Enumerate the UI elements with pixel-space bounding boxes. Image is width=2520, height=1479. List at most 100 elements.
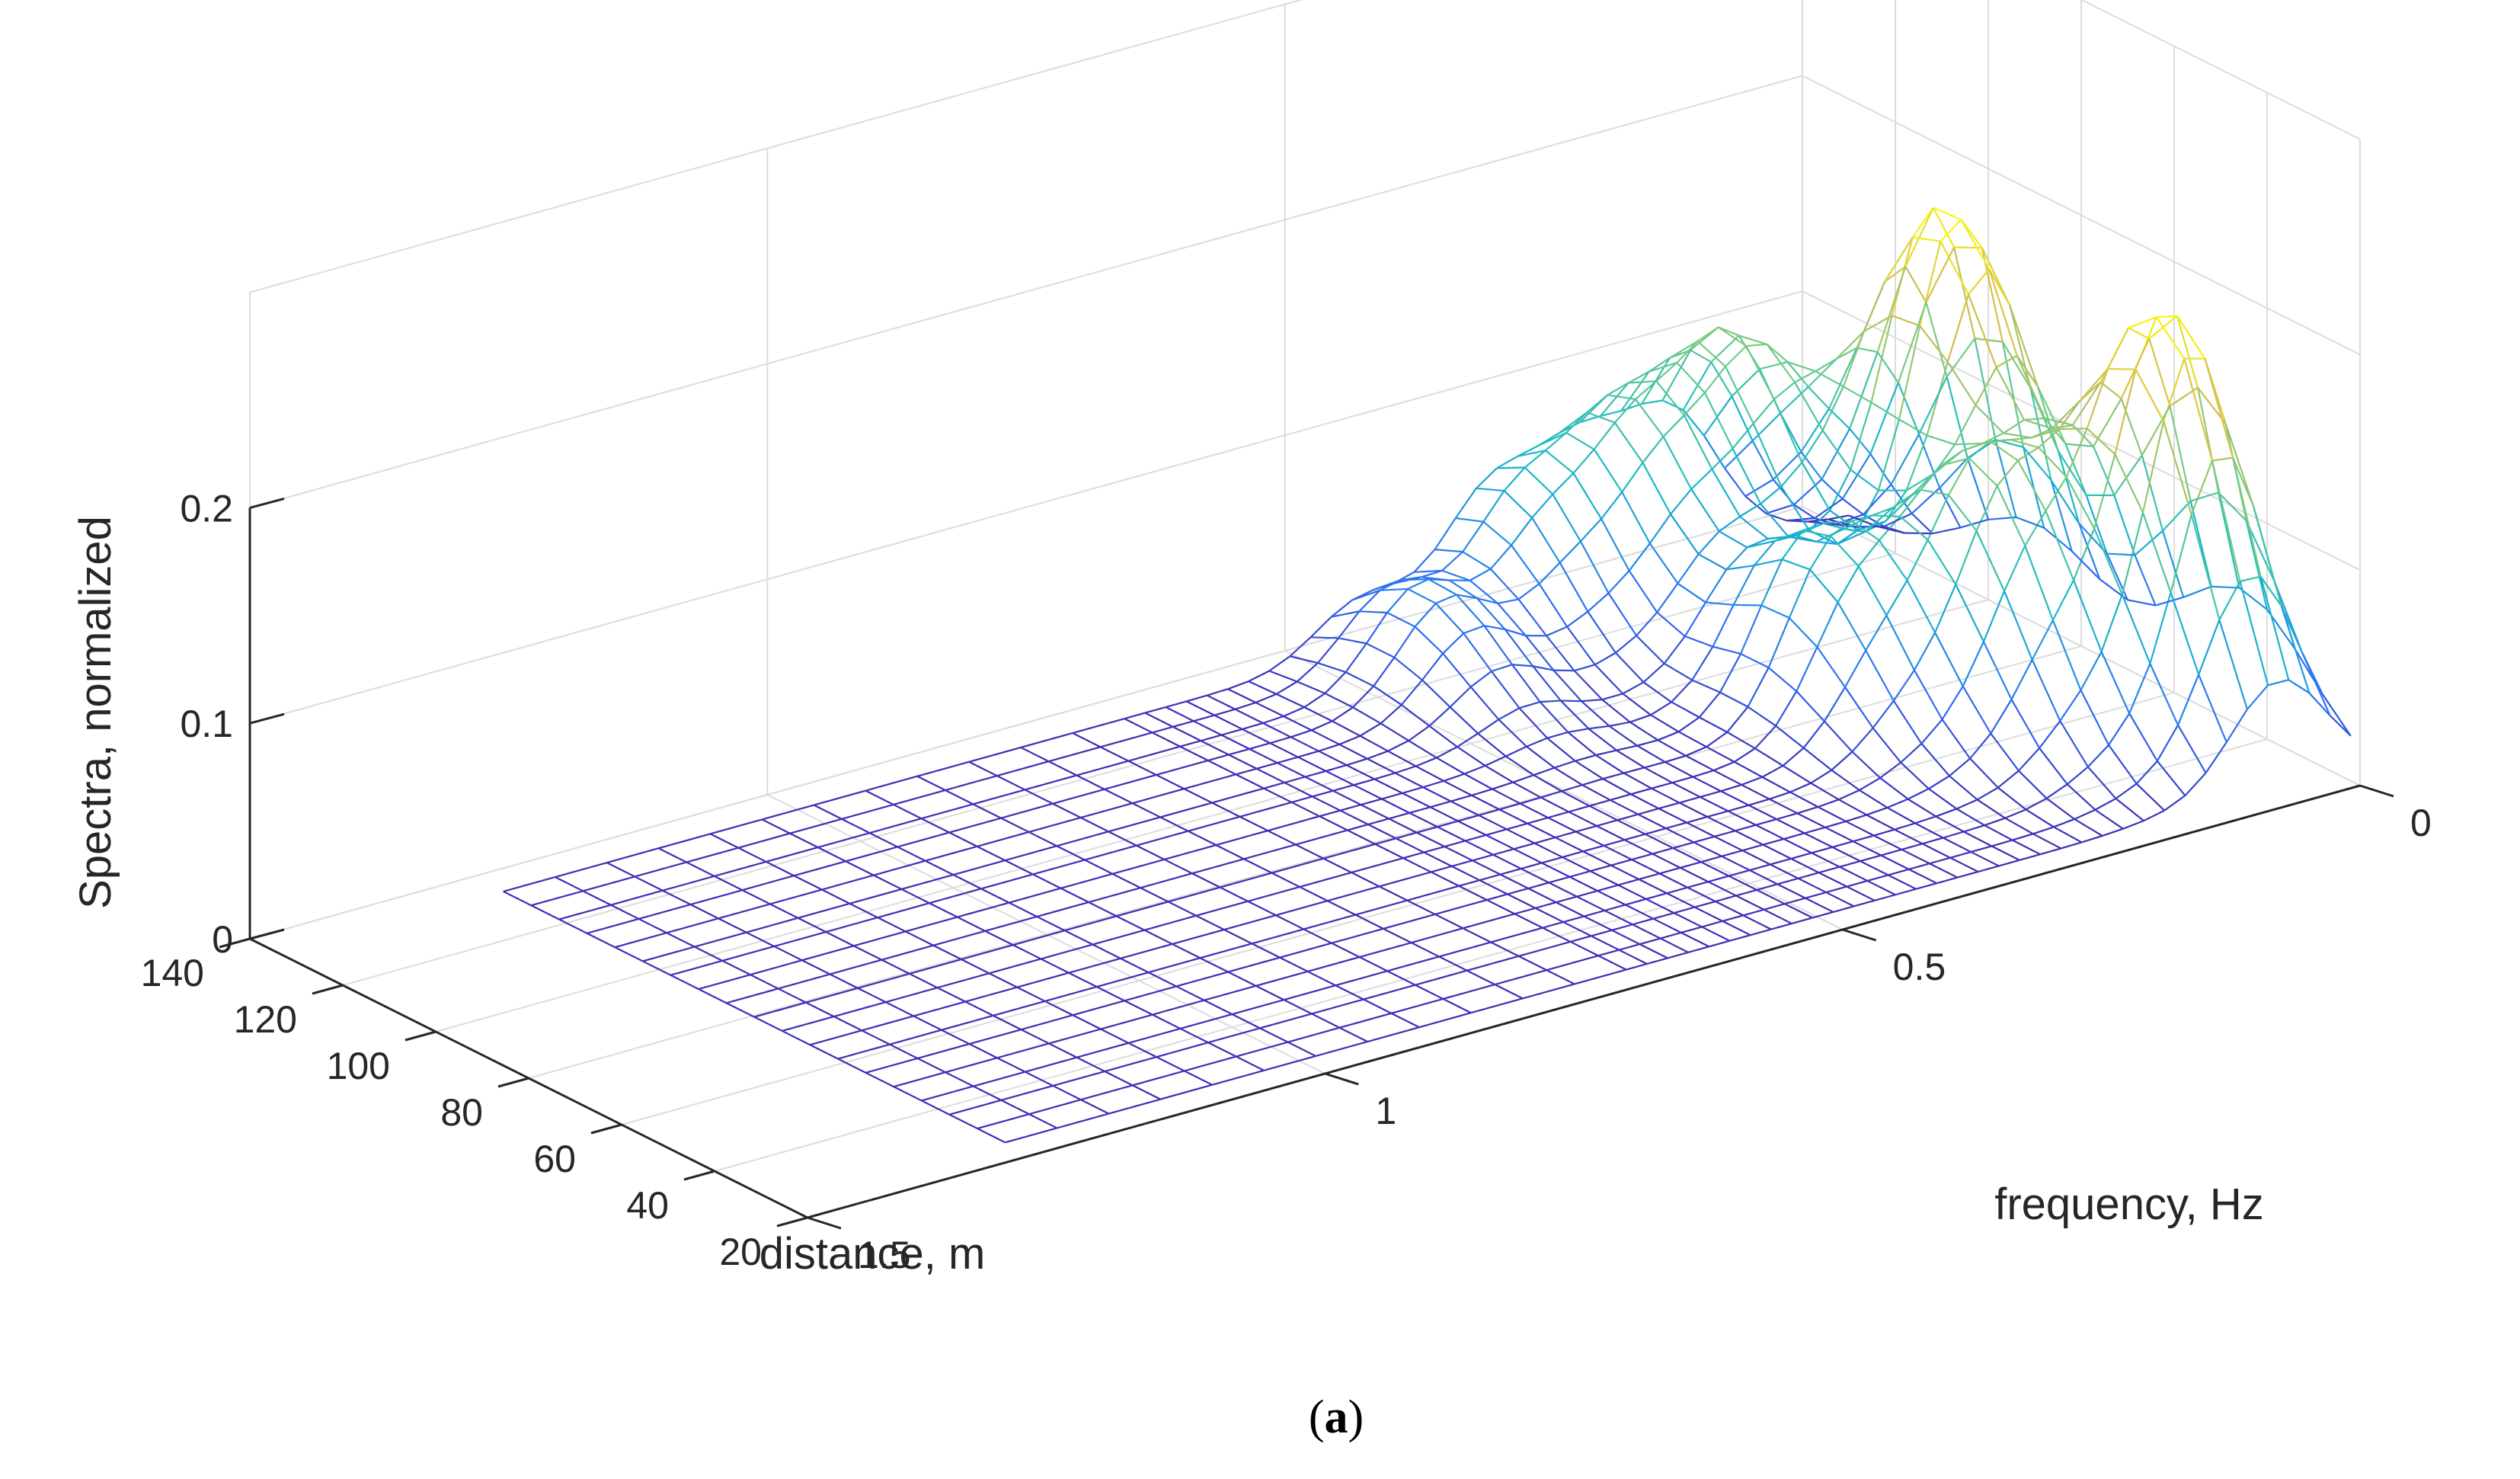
mesh-segment [1898, 325, 1921, 420]
mesh-segment [2024, 545, 2054, 621]
mesh-segment [1691, 679, 1721, 693]
mesh-segment [1435, 594, 1457, 604]
mesh-segment [2099, 381, 2122, 399]
mesh-segment [587, 917, 639, 934]
mesh-segment [1434, 517, 1457, 550]
mesh-segment [1831, 846, 1861, 863]
mesh-segment [1628, 543, 1651, 571]
mesh-segment [1562, 850, 1584, 858]
mesh-segment [1299, 871, 1352, 888]
mesh-segment [1746, 343, 1767, 347]
mesh-segment [1406, 885, 1460, 901]
mesh-segment [1339, 1012, 1392, 1029]
mesh-segment [1052, 1070, 1105, 1087]
mesh-segment [829, 973, 859, 989]
mesh-segment [2085, 495, 2108, 554]
mesh-segment [1366, 642, 1395, 658]
mesh-segment [1088, 887, 1141, 904]
mesh-segment [1072, 1000, 1125, 1016]
mesh-segment [2061, 841, 2082, 850]
mesh-segment [1856, 281, 1886, 349]
mesh-segment [1455, 517, 1484, 523]
mesh-segment [1707, 881, 1737, 897]
mesh-segment [1913, 465, 1943, 495]
mesh-segment [1559, 540, 1581, 564]
mesh-segment [1934, 632, 1964, 687]
mesh-segment [1697, 530, 1720, 555]
mesh-segment [909, 958, 962, 975]
mesh-segment [1624, 833, 1645, 841]
mesh-segment [1395, 765, 1416, 774]
mesh-segment [1215, 844, 1245, 860]
mesh-segment [1064, 915, 1117, 932]
mesh-segment [1325, 770, 1354, 786]
mesh-segment [1776, 883, 1806, 899]
mesh-segment [1623, 772, 1652, 789]
mesh-segment [1784, 897, 1806, 905]
mesh-segment [1996, 485, 2026, 546]
mesh-segment [1221, 728, 1242, 736]
mesh-segment [1358, 589, 1381, 613]
mesh-segment [917, 1042, 970, 1059]
mesh-segment [873, 874, 902, 890]
mesh-segment [1556, 895, 1578, 904]
mesh-segment [1582, 850, 1612, 866]
mesh-segment [1947, 494, 1978, 532]
mesh-segment [1132, 1084, 1161, 1100]
mesh-segment [1407, 578, 1429, 590]
mesh-segment [2094, 808, 2124, 830]
mesh-segment [1076, 1042, 1129, 1058]
mesh-segment [825, 931, 855, 947]
mesh-segment [1025, 774, 1077, 791]
mesh-segment [1604, 904, 1626, 912]
mesh-segment [1131, 802, 1161, 818]
mesh-segment [737, 847, 767, 863]
mesh-segment [1327, 885, 1380, 902]
mesh-segment [1152, 725, 1174, 734]
mesh-segment [801, 945, 855, 962]
mesh-segment [1116, 901, 1169, 917]
mesh-segment [1804, 826, 1826, 834]
mesh-segment [1646, 957, 1668, 965]
mesh-segment [1335, 970, 1388, 987]
mesh-segment [2149, 663, 2179, 726]
mesh-segment [2183, 585, 2212, 598]
mesh-segment [689, 904, 719, 920]
mesh-segment [1568, 811, 1597, 827]
mesh-segment [670, 974, 699, 991]
mesh-segment [1832, 840, 1853, 848]
mesh-segment [1597, 949, 1620, 957]
mesh-segment [2051, 424, 2074, 430]
mesh-segment [941, 1029, 970, 1045]
mesh-segment [1915, 882, 1937, 890]
mesh-segment [1962, 686, 1992, 735]
mesh-segment [1289, 636, 1312, 658]
mesh-segment [1770, 863, 1799, 879]
caption-close: ) [1348, 1391, 1364, 1443]
mesh-segment [1275, 914, 1304, 930]
mesh-segment [968, 1043, 998, 1059]
mesh-segment [1276, 693, 1305, 709]
mesh-segment [1866, 814, 1895, 831]
mesh-segment [2218, 492, 2240, 588]
mesh-segment [1156, 1056, 1185, 1072]
mesh-segment [1833, 905, 1854, 913]
mesh-segment [1741, 850, 1771, 866]
mesh-segment [2004, 591, 2033, 661]
mesh-segment [1594, 651, 1617, 666]
mesh-segment [1533, 774, 1562, 792]
mesh-segment [909, 972, 939, 989]
mesh-segment [1052, 788, 1105, 805]
mesh-segment [1527, 822, 1556, 839]
mesh-segment [1775, 725, 1805, 749]
mesh-segment [1521, 862, 1543, 870]
mesh-segment [1310, 636, 1339, 639]
mesh-segment [1603, 844, 1633, 861]
mesh-segment [1656, 583, 1679, 613]
mesh-segment [1755, 824, 1785, 840]
mesh-segment [1991, 839, 2013, 847]
mesh-segment [1152, 1013, 1181, 1029]
mesh-segment [1760, 604, 1790, 619]
mesh-segment [977, 1113, 1030, 1130]
mesh-segment [2001, 341, 2032, 389]
